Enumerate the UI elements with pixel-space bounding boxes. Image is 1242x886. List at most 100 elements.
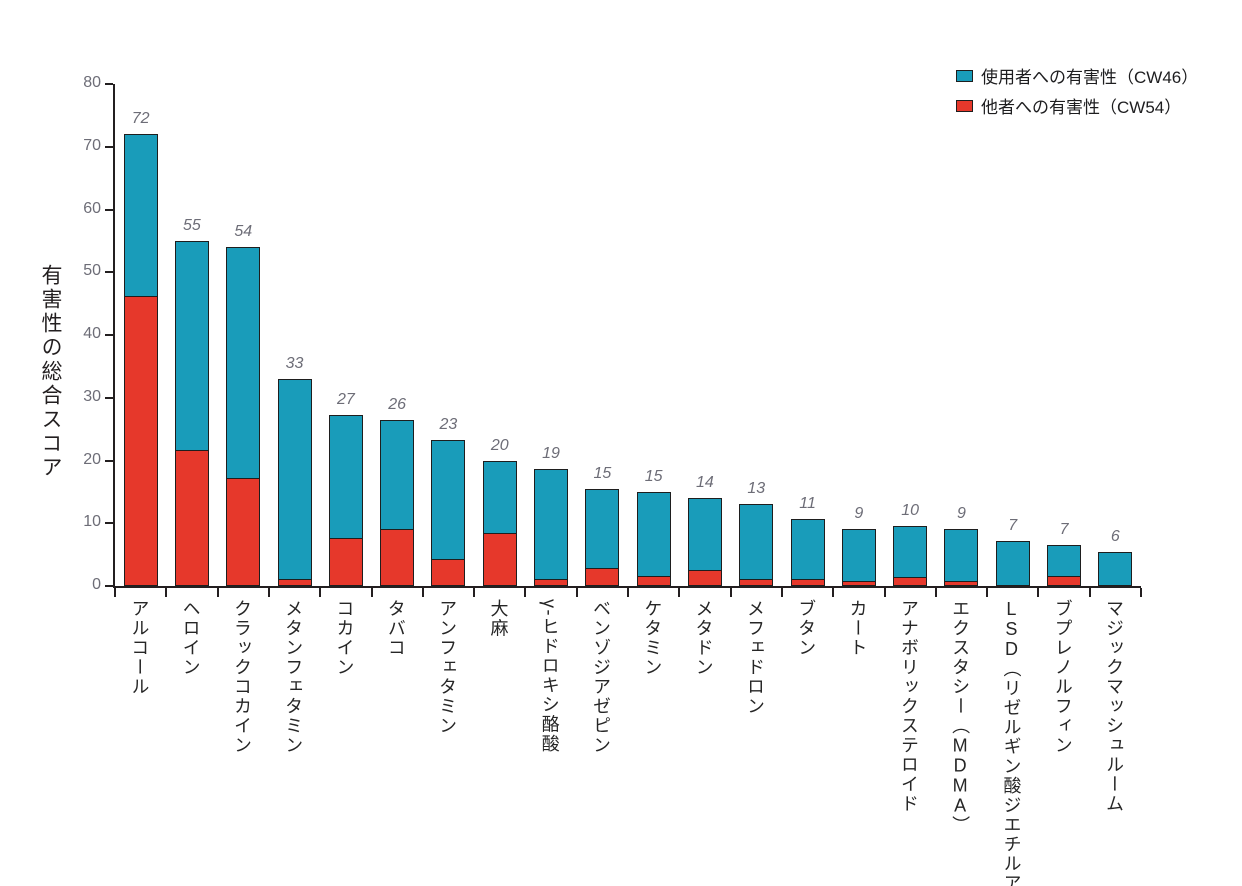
bar-1 [123, 134, 158, 586]
x-axis-tick [627, 588, 629, 597]
bar-15 [841, 528, 876, 586]
x-axis-tick [114, 588, 116, 597]
bar-segment-harm-to-users [740, 505, 773, 579]
legend: 使用者への有害性（CW46） 他者への有害性（CW54） [956, 63, 1198, 118]
y-axis-tick-label: 40 [83, 325, 101, 342]
bar-value-label: 7 [1008, 516, 1018, 534]
y-axis-tick-label: 30 [83, 387, 101, 405]
bar-14 [790, 518, 825, 586]
y-axis-tick [105, 585, 113, 587]
bar-10 [585, 488, 620, 586]
bar-value-label: 23 [439, 416, 458, 434]
x-axis-category-label: コカイン [334, 599, 355, 677]
x-axis-category-label: ケタミン [642, 599, 663, 677]
y-axis-tick [105, 83, 113, 85]
x-axis-tick [780, 588, 783, 597]
y-axis-tick-label: 80 [83, 74, 101, 91]
y-axis-title: 有害性の総合スコア [39, 264, 62, 480]
plot-area: 0 10 20 30 40 50 60 70 80 72 アルコール 55 ヘロイン 54 クラックコカイン… [83, 74, 1142, 886]
bar-segment-harm-to-users [278, 379, 311, 579]
x-axis-tick [986, 588, 989, 597]
bar-17 [944, 528, 979, 586]
bar-segment-harm-to-users [1048, 546, 1081, 576]
bar-segment-harm-to-others [381, 528, 414, 585]
bar-12 [687, 498, 722, 586]
bar-segment-harm-to-users [791, 519, 824, 580]
bar-segment-harm-to-users [329, 416, 362, 538]
x-axis-category-label: メフェドロン [744, 599, 765, 716]
bar-value-label: 72 [131, 110, 150, 128]
y-axis-tick-label: 70 [83, 136, 101, 154]
x-axis-tick [729, 588, 732, 597]
latin-run: LSD [1001, 599, 1022, 659]
legend-swatch-others [956, 99, 973, 112]
bar-value-label: 33 [285, 354, 304, 372]
legend-label-others: 他者への有害性（CW54） [981, 98, 1182, 117]
x-axis-category-label: タバコ [385, 599, 406, 658]
x-axis-category-label: アナボリックステロイド [898, 599, 919, 814]
x-axis-tick [319, 588, 322, 597]
bar-segment-harm-to-users [175, 241, 208, 451]
bar-segment-harm-to-others [740, 578, 773, 585]
y-axis-tick [105, 271, 113, 274]
bar-segment-harm-to-others [227, 478, 260, 585]
bar-segment-harm-to-users [996, 541, 1029, 585]
bar-value-label: 9 [956, 504, 966, 522]
x-axis-category-label: ベンゾジアゼピン [591, 599, 612, 755]
bar-segment-harm-to-others [329, 537, 362, 585]
legend-item-harm-to-others: 他者への有害性（CW54） [956, 93, 1198, 118]
x-axis-tick [1088, 588, 1091, 597]
bar-value-label: 19 [542, 444, 560, 462]
y-axis-tick [105, 145, 113, 148]
bar-segment-harm-to-others [586, 568, 619, 585]
bar-7 [431, 440, 466, 586]
bar-value-label: 27 [336, 391, 355, 409]
bar-value-label: 6 [1110, 527, 1120, 545]
legend-label-users: 使用者への有害性（CW46） [981, 68, 1199, 87]
bar-segment-harm-to-others [842, 581, 875, 585]
bar-value-label: 54 [234, 223, 253, 241]
bar-segment-harm-to-users [637, 492, 670, 576]
x-axis-category-label: カート [847, 599, 868, 658]
bar-segment-harm-to-others [637, 575, 670, 585]
legend-item-harm-to-users: 使用者への有害性（CW46） [956, 63, 1198, 88]
x-axis-category-label: ブプレノルフィン [1052, 599, 1073, 755]
y-axis-tick [105, 334, 113, 336]
bar-segment-harm-to-others [791, 579, 824, 585]
x-axis-category-label: ブタン [796, 599, 817, 658]
y-axis-tick-label: 20 [83, 450, 101, 468]
bar-segment-harm-to-others [432, 558, 465, 585]
bar-segment-harm-to-users [227, 248, 260, 479]
bar-segment-harm-to-others [483, 532, 516, 585]
bar-value-label: 13 [747, 480, 766, 498]
bar-3 [226, 247, 261, 586]
bar-segment-harm-to-others [124, 296, 157, 585]
x-axis-category-label: エクスタシー（MDMA） [950, 599, 971, 835]
bar-segment-harm-to-users [586, 489, 619, 569]
x-axis-category-label: メタドン [693, 599, 714, 677]
bar-segment-harm-to-others [945, 581, 978, 585]
x-axis-tick [216, 588, 219, 597]
bar-segment-harm-to-users [688, 499, 721, 570]
y-axis-tick [105, 208, 113, 211]
x-axis-tick [421, 588, 424, 597]
y-axis-tick [105, 522, 113, 525]
y-axis-tick [105, 459, 113, 462]
x-axis-category-label: アンフェタミン [437, 599, 458, 736]
bar-value-label: 15 [593, 464, 612, 482]
x-axis-category-label: γ-ヒドロキシ酪酸 [539, 599, 560, 754]
y-axis-tick-label: 50 [83, 262, 101, 280]
bar-segment-harm-to-users [535, 469, 568, 579]
latin-run: MDMA [950, 735, 971, 816]
bar-19 [1047, 545, 1082, 586]
x-axis-tick [370, 588, 373, 597]
bar-segment-harm-to-users [483, 462, 516, 533]
bar-segment-harm-to-users [894, 527, 927, 577]
bar-value-label: 15 [644, 467, 663, 485]
bar-16 [893, 526, 928, 586]
x-axis-category-label: クラックコカイン [231, 599, 252, 755]
bar-11 [636, 491, 671, 586]
bar-segment-harm-to-users [1099, 552, 1132, 585]
x-axis-tick [1140, 588, 1142, 597]
